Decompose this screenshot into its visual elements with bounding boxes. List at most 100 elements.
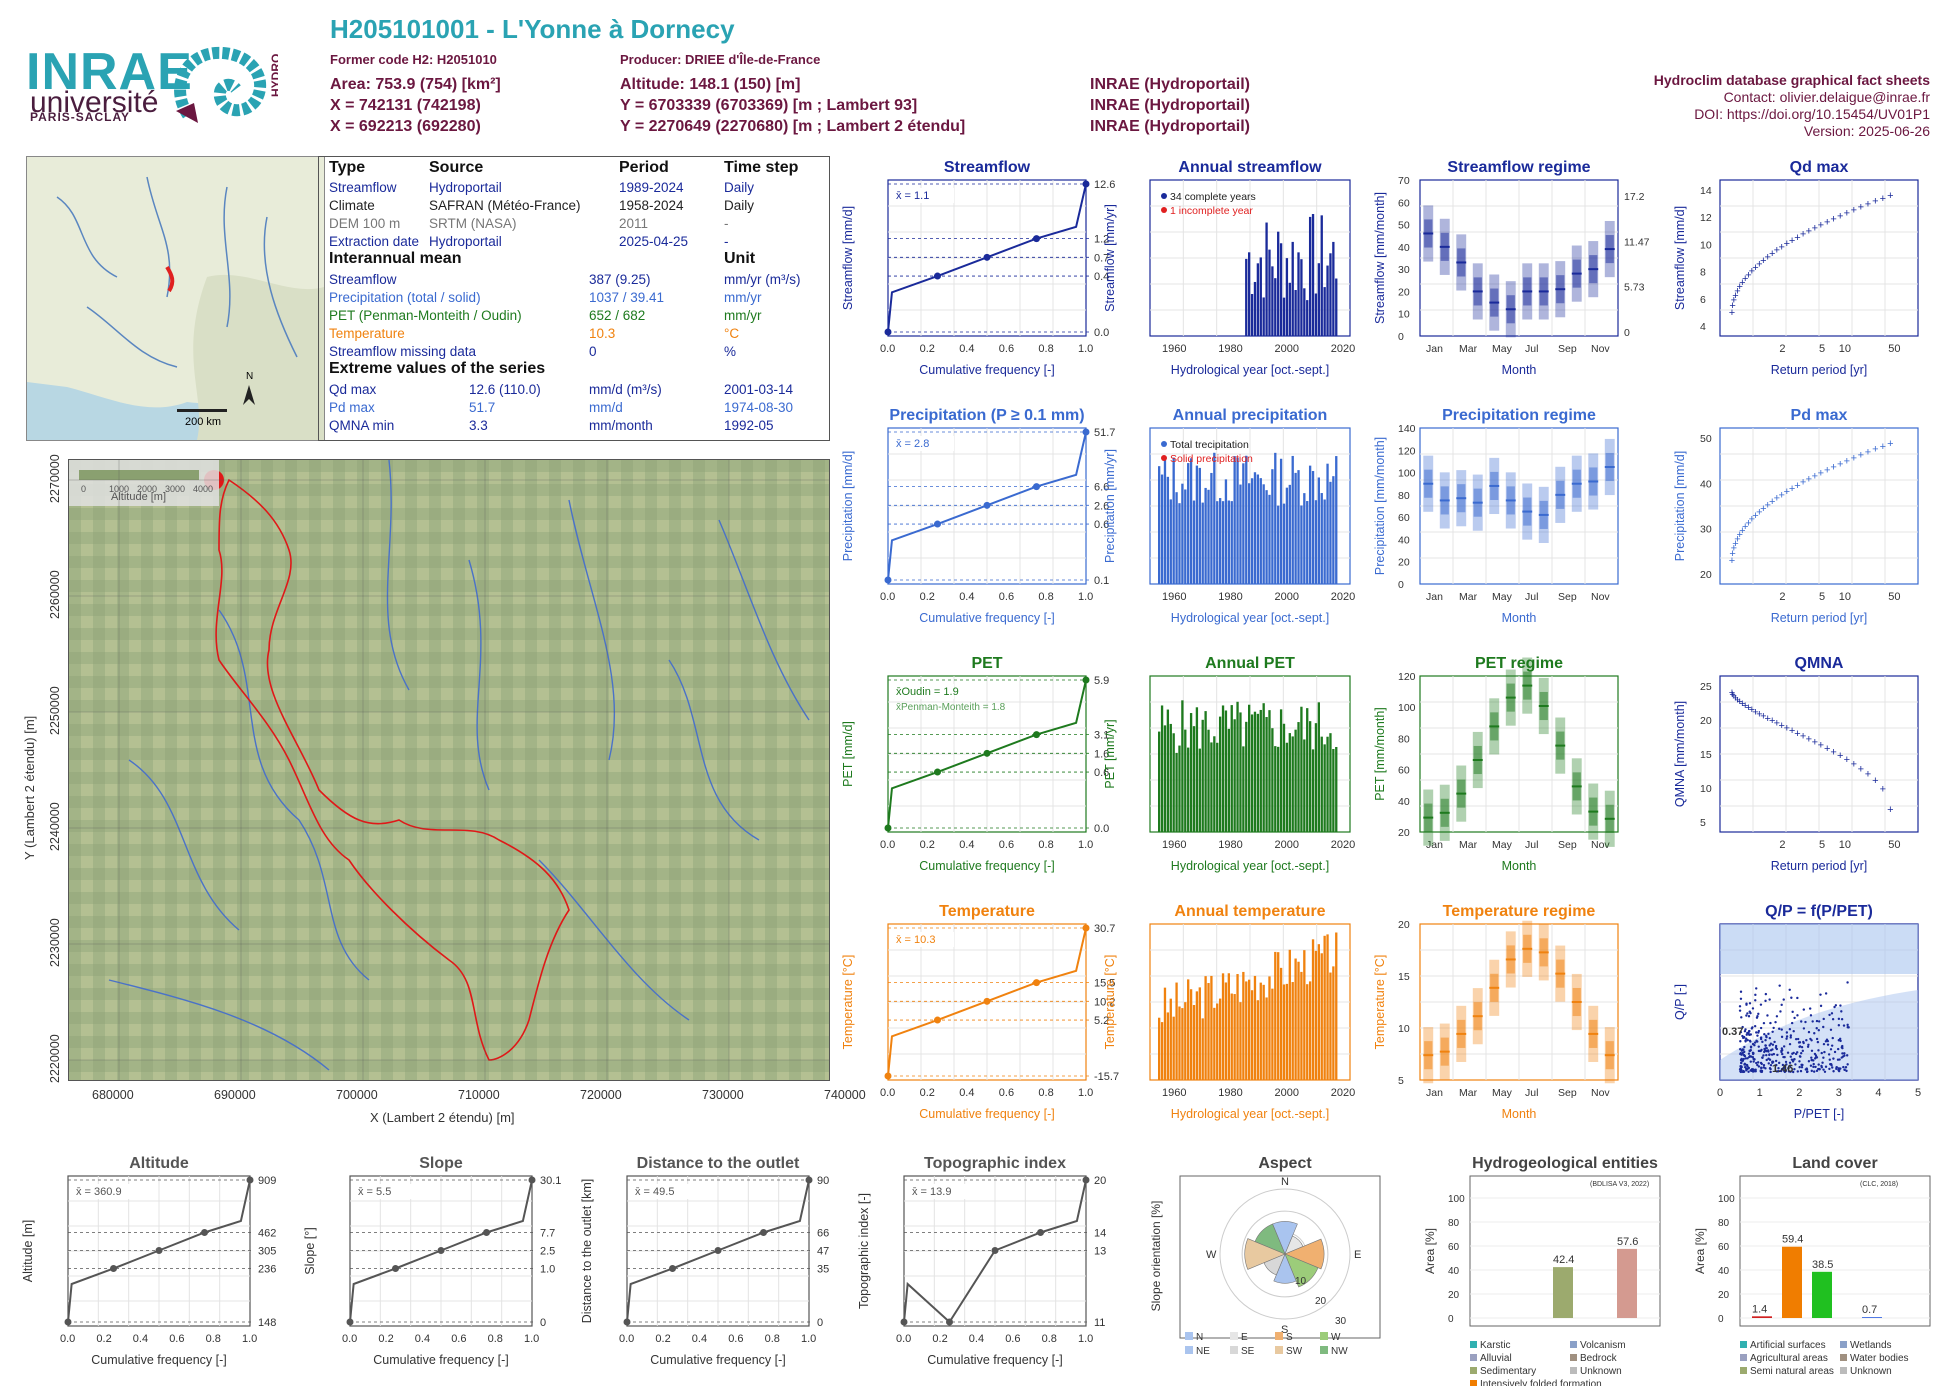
info-cell: 2001-03-14	[724, 382, 794, 397]
qp-point	[1745, 1003, 1748, 1006]
annual-pet-bar	[1198, 748, 1201, 832]
qp-point	[1752, 1060, 1755, 1063]
annual-pet-bar	[1204, 711, 1207, 832]
info-cell: Streamflow	[329, 272, 397, 287]
distance-cdf-quantile-label: 90	[817, 1175, 829, 1187]
annual-precip-bar	[1326, 463, 1329, 584]
slope-cdf-quantile-point	[392, 1265, 399, 1272]
qmna-point: +	[1737, 696, 1743, 708]
landcover-legend: Artificial surfaces	[1750, 1340, 1826, 1351]
tick-label: 2000	[1275, 591, 1299, 603]
tick-label: Jan	[1426, 839, 1443, 851]
qp-point	[1796, 1070, 1799, 1073]
info-header: Type	[329, 159, 366, 176]
precip-cdf-quantile-label: 0.6	[1094, 519, 1109, 531]
annual-temp-bar	[1242, 971, 1245, 1080]
qp-point	[1785, 1063, 1788, 1066]
precip-regime-title: Precipitation regime	[1442, 407, 1596, 424]
tick-label: 0	[1398, 579, 1404, 591]
landcover-bar	[1782, 1246, 1802, 1318]
qp-point	[1739, 1068, 1743, 1072]
annual-precip-bar	[1253, 472, 1257, 584]
info-cell: Streamflow missing data	[329, 344, 477, 359]
qp-point	[1802, 1041, 1805, 1045]
tick-label: 1.0	[1078, 591, 1093, 603]
extremes-header: Extreme values of the series	[329, 360, 546, 377]
tick-label: 0.4	[133, 1333, 148, 1345]
legend-swatch	[1570, 1354, 1577, 1361]
info-table: Type Source Period Time step Streamflow Hydro…	[318, 156, 830, 441]
legend-swatch	[1740, 1354, 1747, 1361]
annual-precip-bar	[1285, 487, 1289, 584]
qp-point	[1738, 1005, 1742, 1008]
annual-temp-bar	[1320, 953, 1323, 1080]
info-cell: mm/yr	[724, 290, 762, 305]
map-xtick: 680000	[92, 1088, 134, 1102]
tick-label: 100	[1398, 702, 1416, 714]
qmna-point: +	[1844, 754, 1850, 766]
annual-pet-bar	[1221, 705, 1225, 832]
qp-point	[1831, 1066, 1834, 1069]
qp-point	[1755, 1016, 1759, 1019]
streamflow-cdf-ylabel: Streamflow [mm/d]	[841, 206, 855, 310]
legend-swatch	[1161, 455, 1167, 461]
qdmax-point: +	[1844, 207, 1850, 219]
qp-point	[1819, 993, 1822, 996]
tick-label: 15	[1700, 749, 1712, 761]
mean-box	[894, 932, 954, 947]
annual-temp-bar	[1158, 1017, 1161, 1080]
annual-temp-bar	[1294, 958, 1297, 1080]
qdmax-point: +	[1851, 204, 1857, 216]
aspect-dir: N	[1281, 1176, 1289, 1188]
annual-precip-bar	[1262, 484, 1265, 584]
qmna-point: +	[1824, 743, 1830, 755]
qp-point	[1822, 1042, 1826, 1046]
annual-pet-bar	[1326, 736, 1329, 832]
qp-point	[1744, 1028, 1747, 1031]
altitude-cdf-quantile-label: 305	[258, 1246, 276, 1258]
qp-point	[1822, 1017, 1825, 1021]
annual-streamflow-bar	[1291, 241, 1294, 336]
qp-point	[1807, 1060, 1811, 1063]
annual-temp-bar	[1326, 934, 1329, 1080]
tick-label: 25	[1700, 681, 1712, 693]
topo-cdf-quantile-label: 13	[1094, 1246, 1106, 1258]
annual-pet-bar	[1271, 728, 1274, 832]
annual-precip-bar	[1242, 463, 1245, 584]
tick-label: 5	[1398, 1075, 1404, 1087]
qp-point	[1824, 1040, 1828, 1043]
qp-point	[1757, 1065, 1761, 1068]
qdmax-point: +	[1745, 269, 1751, 281]
qmna-point: +	[1729, 687, 1735, 699]
tick-label: 30	[1398, 264, 1410, 276]
legend-tick: 1000	[109, 484, 129, 494]
tick-label: 0.0	[880, 343, 895, 355]
tick-label: 20	[1700, 569, 1712, 581]
legend-swatch	[1470, 1367, 1477, 1374]
qmna-point: +	[1731, 691, 1737, 703]
temp-regime-ylabel: Temperature [°C]	[1373, 955, 1387, 1050]
tick-label: 1.0	[1078, 1333, 1093, 1345]
tick-label: 10	[1700, 239, 1712, 251]
annual-streamflow-bar	[1288, 282, 1291, 336]
pdmax-point: +	[1729, 548, 1735, 560]
annual-precip-bar	[1314, 500, 1318, 584]
qp-point	[1764, 1034, 1768, 1038]
qdmax-xlabel: Return period [yr]	[1771, 363, 1868, 377]
distance-cdf-xlabel: Cumulative frequency [-]	[650, 1353, 785, 1367]
annual-temp-bar	[1172, 1016, 1175, 1080]
qp-point	[1759, 1003, 1763, 1006]
precip-cdf-quantile-label: 0.1	[1094, 575, 1109, 587]
hydrogeo-legend: Intensively folded formation	[1480, 1379, 1602, 1386]
annual-precip-bar	[1297, 470, 1300, 584]
qp-point	[1817, 1049, 1820, 1052]
qp-point	[1750, 1068, 1754, 1071]
annual-precip-bar	[1189, 458, 1193, 584]
pdmax-point: +	[1858, 449, 1864, 461]
legend-swatch	[1275, 1346, 1283, 1354]
legend-swatch	[1570, 1367, 1577, 1374]
annual-pet-bar	[1213, 736, 1216, 832]
qp-point	[1829, 1063, 1833, 1066]
landcover-title: Land cover	[1792, 1155, 1877, 1172]
qp-ann2: 1.46	[1772, 1063, 1793, 1075]
